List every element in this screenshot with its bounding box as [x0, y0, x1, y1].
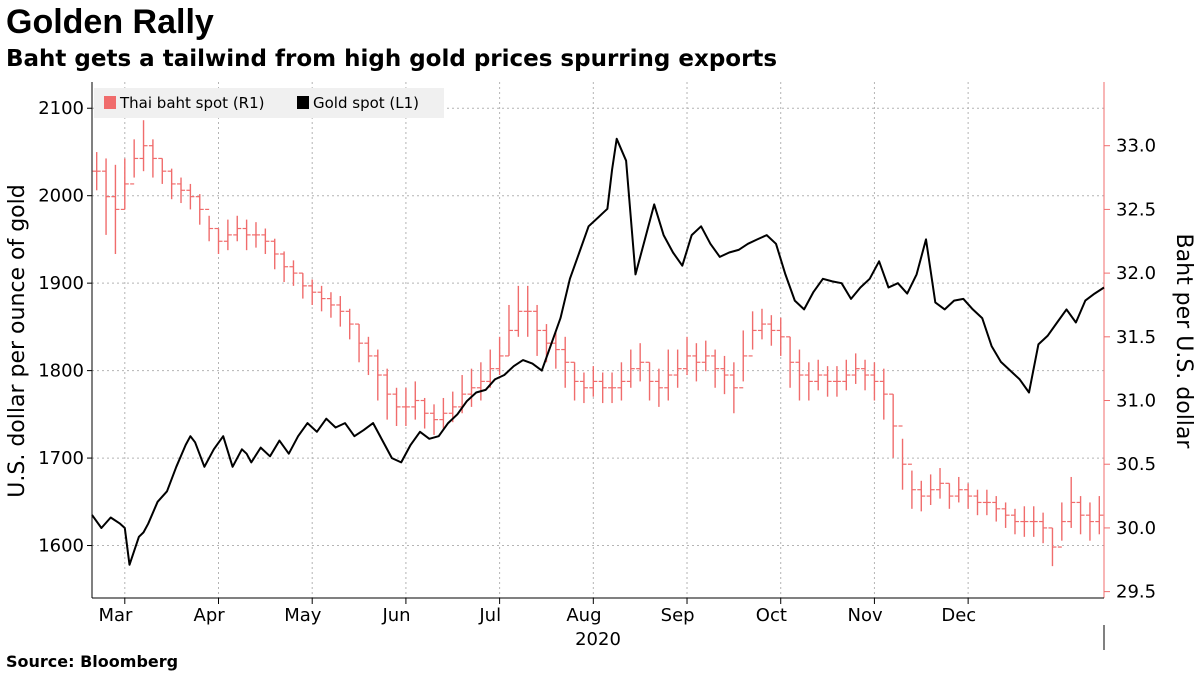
y-left-tick-label: 2000 — [38, 186, 84, 207]
chart-subtitle: Baht gets a tailwind from high gold pric… — [6, 46, 778, 72]
x-tick-label: Apr — [194, 605, 226, 626]
y-left-tick-label: 1800 — [38, 361, 84, 382]
x-tick-label: Mar — [98, 605, 133, 626]
baht-series — [92, 120, 1104, 567]
y-right-tick-label: 29.5 — [1116, 582, 1156, 603]
legend-label-baht: Thai baht spot (R1) — [119, 94, 265, 112]
y-right-tick-label: 33.0 — [1116, 136, 1156, 157]
gold-series — [91, 137, 1105, 566]
y-right-tick-label: 30.0 — [1116, 518, 1156, 539]
x-tick-label: Nov — [847, 605, 882, 626]
legend-swatch-baht — [104, 96, 116, 109]
legend-background — [94, 88, 444, 118]
x-axis-year-label: 2020 — [575, 629, 621, 650]
gridlines — [92, 82, 1104, 598]
x-tick-label: Oct — [756, 605, 787, 626]
y-left-tick-label: 2100 — [38, 98, 84, 119]
y-left-tick-label: 1600 — [38, 536, 84, 557]
x-tick-label: Aug — [566, 605, 601, 626]
chart-title: Golden Rally — [6, 3, 214, 41]
y-right-tick-label: 32.0 — [1116, 263, 1156, 284]
axes — [87, 82, 1110, 650]
y-left-tick-label: 1700 — [38, 448, 84, 469]
y-axis-right-label: Baht per U.S. dollar — [1171, 234, 1196, 450]
x-tick-label: Jun — [381, 605, 410, 626]
gold-line — [91, 137, 1105, 566]
y-right-tick-label: 31.0 — [1116, 391, 1156, 412]
y-left-tick-label: 1900 — [38, 273, 84, 294]
y-right-tick-label: 32.5 — [1116, 199, 1156, 220]
y-right-tick-label: 31.5 — [1116, 327, 1156, 348]
y-axis-left-label: U.S. dollar per ounce of gold — [5, 184, 30, 497]
x-tick-label: May — [284, 605, 322, 626]
legend: Thai baht spot (R1) Gold spot (L1) — [94, 88, 444, 118]
x-tick-label: Jul — [478, 605, 501, 626]
x-tick-label: Dec — [941, 605, 976, 626]
legend-label-gold: Gold spot (L1) — [313, 94, 419, 112]
source-note: Source: Bloomberg — [6, 652, 179, 671]
tick-labels: 1600 1700 1800 1900 2000 2100 29.5 30.0 30.5 31.0… — [38, 98, 1156, 626]
x-tick-label: Sep — [661, 605, 695, 626]
legend-swatch-gold — [297, 96, 309, 109]
y-right-tick-label: 30.5 — [1116, 454, 1156, 475]
